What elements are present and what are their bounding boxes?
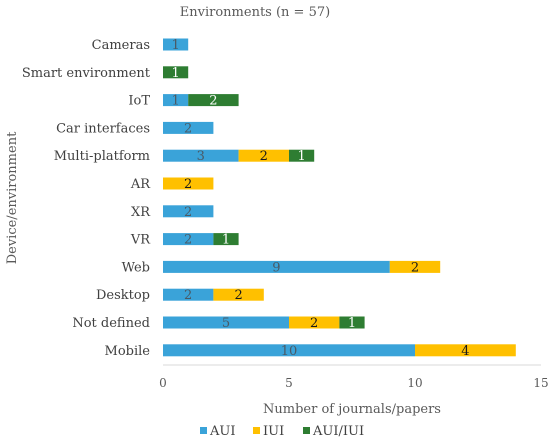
x-axis-title: Number of journals/papers bbox=[263, 402, 441, 417]
data-label: 4 bbox=[461, 344, 469, 359]
data-label: 2 bbox=[184, 288, 192, 303]
bar-segment bbox=[163, 66, 189, 79]
category-label: Smart environment bbox=[22, 66, 151, 81]
x-tick-label: 10 bbox=[407, 376, 422, 390]
bar-segment bbox=[415, 344, 516, 357]
bar-segment bbox=[163, 344, 415, 357]
bar-segment bbox=[188, 94, 239, 107]
category-label: VR bbox=[130, 233, 151, 248]
data-label: 2 bbox=[184, 205, 192, 220]
data-label: 2 bbox=[184, 177, 192, 192]
bar-segment bbox=[163, 316, 289, 329]
y-axis-title: Device/environment bbox=[5, 131, 20, 264]
legend-label: AUI/IUI bbox=[312, 424, 364, 439]
data-label: 2 bbox=[184, 121, 192, 136]
data-label: 9 bbox=[272, 260, 280, 275]
chart-title: Environments (n = 57) bbox=[180, 5, 330, 20]
category-label: XR bbox=[131, 205, 151, 220]
bar-segment bbox=[163, 121, 214, 134]
bar-segment bbox=[163, 205, 214, 218]
category-label: Not defined bbox=[72, 316, 150, 331]
legend-label: AUI bbox=[209, 424, 235, 439]
bar-segment bbox=[163, 94, 189, 107]
bar-segment bbox=[163, 233, 214, 246]
bar-segment bbox=[389, 260, 441, 273]
bar-segment bbox=[213, 288, 264, 301]
category-label: Multi-platform bbox=[54, 149, 150, 164]
data-label: 1 bbox=[222, 233, 230, 248]
x-tick-label: 5 bbox=[285, 376, 293, 390]
legend-swatch bbox=[200, 427, 207, 434]
x-tick-label: 0 bbox=[159, 376, 167, 390]
category-label: Desktop bbox=[96, 288, 150, 303]
legend-swatch bbox=[253, 427, 260, 434]
category-label: Car interfaces bbox=[56, 121, 150, 136]
data-label: 2 bbox=[184, 233, 192, 248]
bar-segment bbox=[289, 149, 315, 162]
category-label: AR bbox=[130, 177, 151, 192]
bar-segment bbox=[163, 177, 214, 190]
data-label: 1 bbox=[171, 66, 179, 81]
data-label: 3 bbox=[197, 149, 205, 164]
data-label: 2 bbox=[411, 260, 419, 275]
data-label: 1 bbox=[297, 149, 305, 164]
data-label: 2 bbox=[209, 94, 217, 109]
x-tick-label: 15 bbox=[533, 376, 548, 390]
bar-segment bbox=[163, 38, 189, 51]
bar-segment bbox=[163, 260, 390, 273]
data-label: 2 bbox=[234, 288, 242, 303]
legend-label: IUI bbox=[263, 424, 284, 439]
bar-segment bbox=[289, 316, 340, 329]
data-label: 2 bbox=[310, 316, 318, 331]
category-label: Mobile bbox=[105, 344, 151, 359]
data-label: 5 bbox=[222, 316, 230, 331]
legend-swatch bbox=[303, 427, 310, 434]
data-label: 10 bbox=[281, 344, 298, 359]
data-label: 1 bbox=[348, 316, 356, 331]
data-label: 2 bbox=[260, 149, 268, 164]
bar-segment bbox=[238, 149, 289, 162]
data-label: 1 bbox=[171, 38, 179, 53]
category-label: Web bbox=[122, 260, 150, 275]
bar-segment bbox=[163, 288, 214, 301]
x-axis-ticks: 0 5 10 15 bbox=[159, 376, 548, 390]
bar-segment bbox=[213, 233, 239, 246]
data-label: 1 bbox=[171, 94, 179, 109]
category-label: Cameras bbox=[92, 38, 150, 53]
legend: AUI IUI AUI/IUI bbox=[200, 424, 364, 439]
bar-segment bbox=[163, 149, 239, 162]
bar-segment bbox=[339, 316, 365, 329]
category-label: IoT bbox=[128, 94, 150, 109]
